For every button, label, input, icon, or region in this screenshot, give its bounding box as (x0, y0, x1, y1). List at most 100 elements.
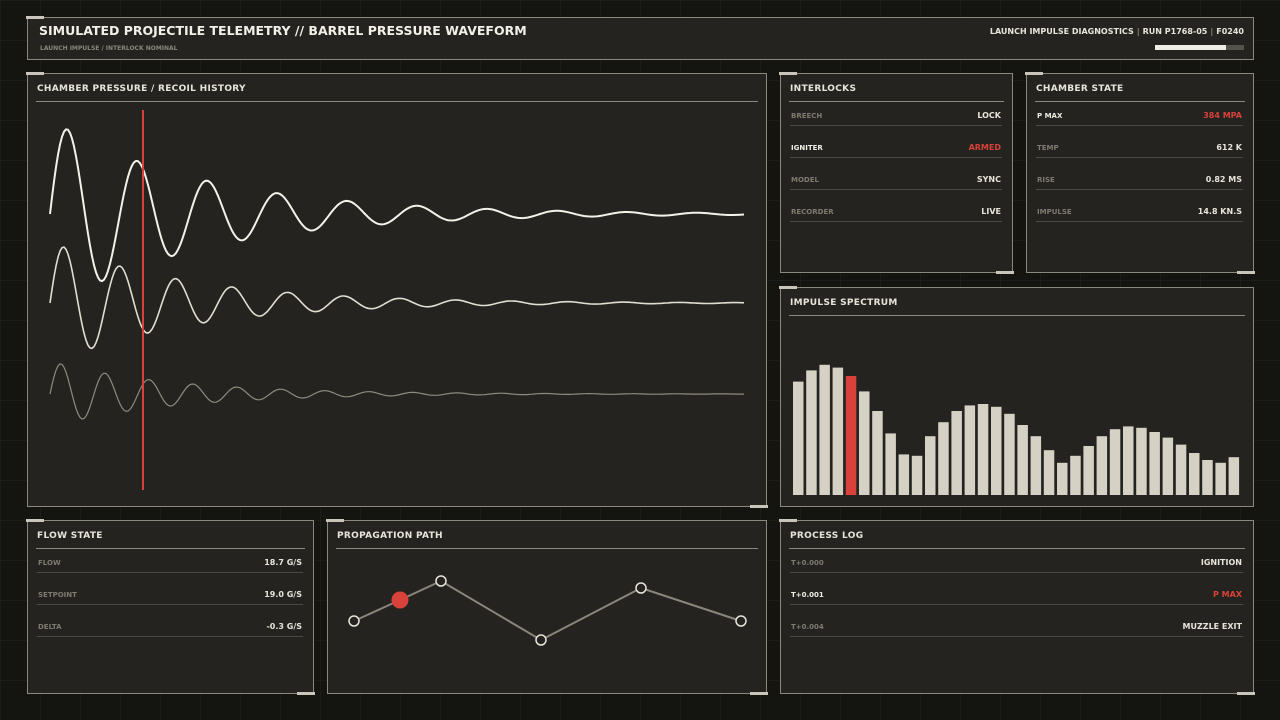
corner-marker (26, 16, 44, 19)
waveform-trace (49, 128, 745, 283)
interlocks-title: INTERLOCKS (790, 84, 857, 94)
row-key: FLOW (38, 559, 61, 567)
progress-meter (1155, 45, 1244, 50)
row-value: MUZZLE EXIT (1182, 622, 1242, 631)
row-value: 612 K (1216, 143, 1242, 152)
spectrum-bar (938, 422, 949, 495)
spectrum-bar (1109, 429, 1121, 495)
corner-marker (996, 271, 1014, 274)
propagation-node (535, 634, 547, 646)
row-value: LIVE (981, 207, 1001, 216)
corner-marker (326, 519, 344, 522)
row-key: T+0.000 (791, 559, 824, 567)
spectrum-bar (1228, 457, 1240, 495)
row-value: 14.8 KN.S (1197, 207, 1242, 216)
interlocks-panel: INTERLOCKS BREECH LOCK IGNITER ARMED MODEL SY… (779, 72, 1014, 274)
row-key: RECORDER (791, 208, 834, 216)
chamber-state-row: TEMP 612 K (1036, 143, 1243, 158)
corner-marker (779, 519, 797, 522)
waveform-trace (49, 363, 744, 420)
spectrum-bar (964, 405, 976, 495)
spectrum-bar (819, 364, 830, 495)
spectrum-bar (845, 376, 857, 495)
spectrum-bar (1175, 444, 1187, 495)
chamber-state-row: IMPULSE 14.8 KN.S (1036, 207, 1243, 222)
corner-marker (1237, 692, 1255, 695)
waveform-plot (49, 110, 745, 490)
process-log-title: PROCESS LOG (790, 531, 864, 541)
spectrum-bar (1149, 432, 1160, 495)
row-key: T+0.004 (791, 623, 824, 631)
meta-frame: F0240 (1216, 27, 1244, 36)
spectrum-bar (1215, 462, 1226, 495)
corner-marker (779, 72, 797, 75)
spectrum-bar (872, 411, 883, 495)
propagation-node (348, 615, 360, 627)
spectrum-bar (1202, 460, 1213, 495)
corner-marker (297, 692, 315, 695)
row-key: MODEL (791, 176, 819, 184)
row-value: P MAX (1213, 590, 1242, 599)
corner-marker (26, 72, 44, 75)
row-key: DELTA (38, 623, 62, 631)
row-key: T+0.001 (791, 591, 824, 599)
row-key: P MAX (1037, 112, 1063, 120)
waveform-trace (49, 246, 745, 350)
spectrum-bar (1070, 455, 1081, 495)
row-key: IMPULSE (1037, 208, 1072, 216)
spectrum-bar (859, 391, 870, 495)
spectrum-bar (1030, 436, 1042, 495)
row-key: BREECH (791, 112, 823, 120)
flow-state-panel: FLOW STATE FLOW 18.7 G/S SETPOINT 19.0 G/S D… (26, 519, 315, 695)
propagation-node-active (391, 591, 409, 609)
corner-marker (750, 505, 768, 508)
row-value: LOCK (977, 111, 1001, 120)
chamber-state-row: RISE 0.82 MS (1036, 175, 1243, 190)
spectrum-bar (1123, 426, 1134, 495)
flow-state-title: FLOW STATE (37, 531, 103, 541)
spectrum-bar (885, 433, 896, 495)
chamber-state-panel: CHAMBER STATE P MAX 384 MPA TEMP 612 K RISE 0… (1025, 72, 1255, 274)
corner-marker (750, 692, 768, 695)
process-log-row: T+0.001 P MAX (790, 590, 1243, 605)
spectrum-bar (925, 436, 936, 495)
spectrum-bar (1162, 437, 1174, 495)
propagation-panel: PROPAGATION PATH (326, 519, 768, 695)
row-value: SYNC (976, 175, 1001, 184)
propagation-node (435, 575, 447, 587)
row-value: IGNITION (1200, 558, 1242, 567)
flow-state-row: FLOW 18.7 G/S (37, 558, 303, 573)
meta-run-id: RUN P1768-05 (1142, 27, 1208, 36)
row-value: 18.7 G/S (264, 558, 302, 567)
row-key: IGNITER (791, 144, 823, 152)
row-key: SETPOINT (38, 591, 77, 599)
spectrum-bar (991, 406, 1002, 495)
spectrum-chart (793, 364, 1240, 495)
corner-marker (1025, 72, 1043, 75)
row-key: RISE (1037, 176, 1055, 184)
spectrum-bar (806, 370, 817, 495)
spectrum-bar (1136, 427, 1147, 495)
spectrum-bar (1096, 436, 1108, 495)
spectrum-bar (1083, 446, 1094, 495)
interlocks-row: MODEL SYNC (790, 175, 1002, 190)
propagation-line (353, 579, 742, 642)
row-value: ARMED (968, 143, 1001, 152)
row-value: 0.82 MS (1205, 175, 1242, 184)
propagation-plot (348, 575, 747, 646)
corner-marker (779, 286, 797, 289)
waveform-panel: CHAMBER PRESSURE / RECOIL HISTORY (26, 72, 768, 508)
interlocks-row: IGNITER ARMED (790, 143, 1002, 158)
spectrum-bar (793, 381, 804, 495)
propagation-node (735, 615, 747, 627)
page-subtitle: LAUNCH IMPULSE / INTERLOCK NOMINAL (40, 45, 178, 52)
spectrum-bar (1004, 413, 1015, 495)
row-value: 384 MPA (1203, 111, 1242, 120)
spectrum-bar (977, 404, 989, 495)
page-title: SIMULATED PROJECTILE TELEMETRY // BARREL… (39, 23, 527, 38)
process-log-row: T+0.004 MUZZLE EXIT (790, 622, 1243, 637)
row-value: 19.0 G/S (264, 590, 302, 599)
chamber-state-row: P MAX 384 MPA (1036, 111, 1243, 126)
progress-meter-fill (1155, 45, 1227, 50)
spectrum-bar (1017, 425, 1028, 495)
